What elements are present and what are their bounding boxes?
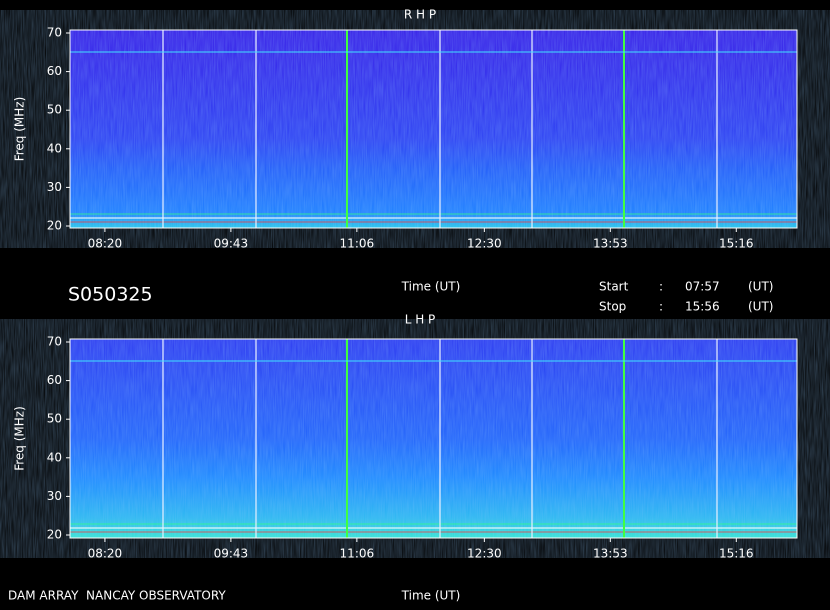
- plot-frame: [69, 338, 798, 539]
- observation-id: S050325: [68, 284, 153, 306]
- start-separator: :: [659, 280, 663, 294]
- x-axis-label: Time (UT): [401, 589, 461, 603]
- x-tick-label: 13:53: [593, 547, 628, 561]
- x-tick-label: 13:53: [593, 237, 628, 251]
- y-tick-label: 40: [47, 450, 62, 464]
- x-tick-label: 08:20: [88, 237, 123, 251]
- y-tick-label: 20: [47, 219, 62, 233]
- plot-frame: [69, 29, 798, 229]
- x-tick-label: 12:30: [467, 547, 502, 561]
- y-tick-label: 40: [47, 141, 62, 155]
- y-tick-label: 60: [47, 373, 62, 387]
- panel-title: R H P: [404, 8, 436, 22]
- x-tick-label: 15:16: [719, 547, 754, 561]
- stop-separator: :: [659, 300, 663, 314]
- y-tick-label: 60: [47, 64, 62, 78]
- y-tick-label: 30: [47, 180, 62, 194]
- x-axis-label: Time (UT): [401, 280, 461, 294]
- stop-unit: (UT): [748, 300, 773, 314]
- start-label: Start: [599, 280, 629, 294]
- panel-title: L H P: [405, 313, 436, 327]
- stop-value: 15:56: [685, 300, 720, 314]
- start-unit: (UT): [748, 280, 773, 294]
- x-tick-label: 15:16: [719, 237, 754, 251]
- x-tick-label: 11:06: [340, 547, 375, 561]
- x-tick-label: 11:06: [340, 237, 375, 251]
- y-tick-label: 50: [47, 103, 62, 117]
- footer: DAM ARRAY NANCAY OBSERVATORY: [8, 589, 226, 603]
- stop-label: Stop: [599, 300, 626, 314]
- y-tick-label: 20: [47, 528, 62, 542]
- y-tick-label: 70: [47, 26, 62, 40]
- x-tick-label: 09:43: [214, 547, 249, 561]
- x-tick-label: 12:30: [467, 237, 502, 251]
- y-tick-label: 30: [47, 489, 62, 503]
- x-tick-label: 08:20: [88, 547, 123, 561]
- start-value: 07:57: [685, 280, 720, 294]
- y-axis-label: Freq (MHz): [13, 406, 27, 471]
- y-tick-label: 70: [47, 335, 62, 349]
- x-tick-label: 09:43: [214, 237, 249, 251]
- spectrogram-texture: [70, 30, 797, 228]
- spectrogram-texture: [70, 339, 797, 538]
- y-tick-label: 50: [47, 412, 62, 426]
- y-axis-label: Freq (MHz): [13, 97, 27, 162]
